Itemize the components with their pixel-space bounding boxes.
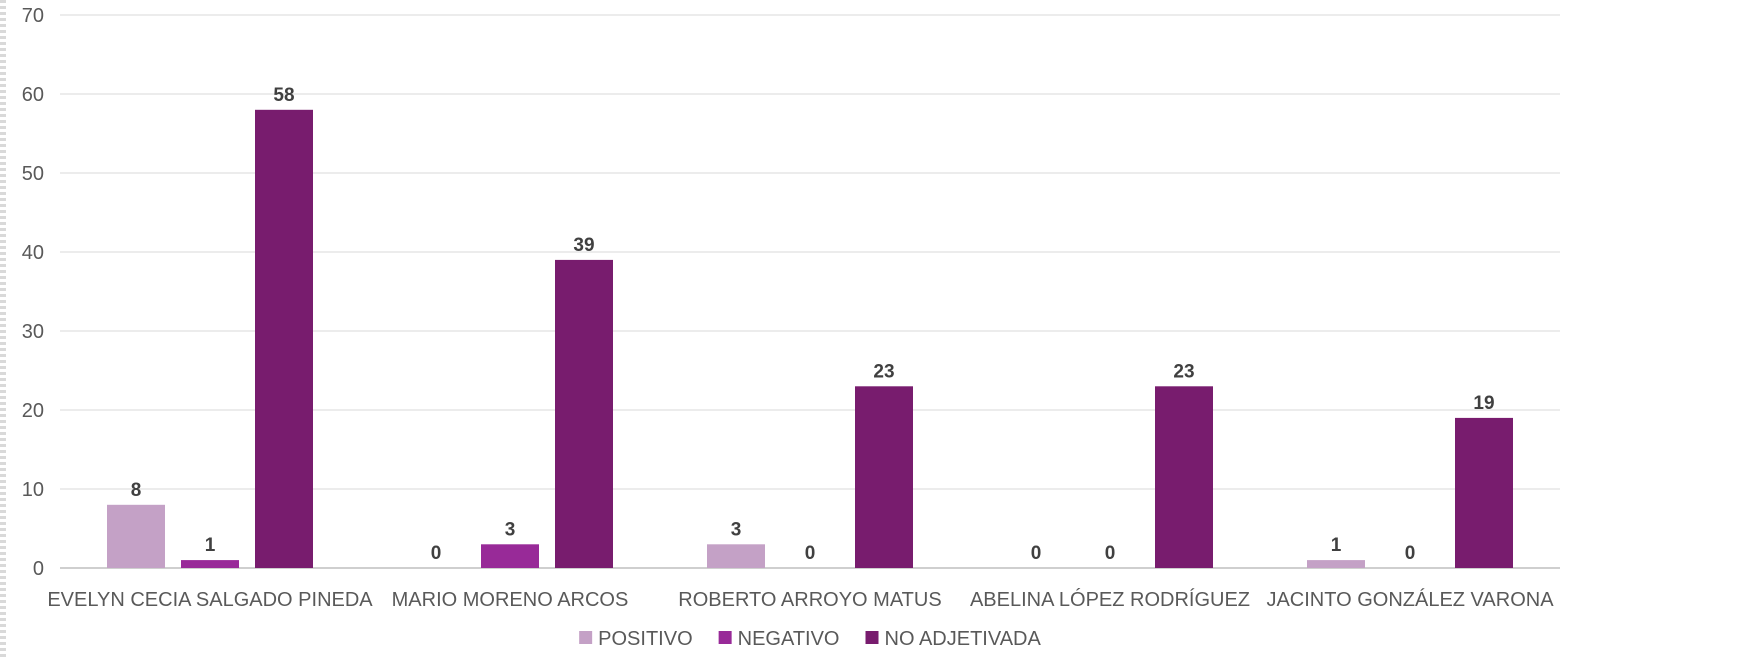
data-label: 3 xyxy=(505,519,516,540)
y-tick-label: 70 xyxy=(22,5,44,27)
y-tick-label: 10 xyxy=(22,479,44,501)
bar xyxy=(555,259,613,568)
y-tick-label: 20 xyxy=(22,400,44,422)
legend-swatch xyxy=(865,631,879,644)
y-tick-label: 30 xyxy=(22,321,44,343)
legend-swatch xyxy=(718,631,732,644)
data-label: 0 xyxy=(431,543,442,564)
data-label: 0 xyxy=(1031,543,1042,564)
data-label: 0 xyxy=(805,543,816,564)
legend-label: POSITIVO xyxy=(598,628,692,650)
data-labels: 8 1 58 0 3 39 3 0 23 0 0 23 1 0 19 xyxy=(131,85,1495,564)
bar xyxy=(1307,560,1365,568)
data-label: 23 xyxy=(1173,361,1194,382)
legend-swatch xyxy=(579,631,593,644)
data-label: 23 xyxy=(873,361,894,382)
legend: POSITIVO NEGATIVO NO ADJETIVADA xyxy=(579,628,1041,650)
y-tick-label: 40 xyxy=(22,242,44,264)
y-axis-tick-labels: 0 10 20 30 40 50 60 70 xyxy=(22,5,44,580)
category-label: ROBERTO ARROYO MATUS xyxy=(678,589,941,611)
data-label: 1 xyxy=(205,535,216,556)
data-label: 39 xyxy=(573,235,594,256)
y-tick-label: 60 xyxy=(22,84,44,106)
category-label: JACINTO GONZÁLEZ VARONA xyxy=(1266,588,1554,611)
legend-item: NO ADJETIVADA xyxy=(865,628,1042,650)
data-label: 8 xyxy=(131,480,142,501)
legend-item: NEGATIVO xyxy=(718,628,840,650)
category-label: MARIO MORENO ARCOS xyxy=(392,589,629,611)
y-tick-label: 0 xyxy=(33,558,44,580)
bar xyxy=(107,504,165,568)
legend-label: NO ADJETIVADA xyxy=(885,628,1042,650)
bar xyxy=(255,109,313,569)
left-edge-strip xyxy=(0,0,6,657)
bar xyxy=(481,544,539,568)
data-label: 0 xyxy=(1405,543,1416,564)
category-label: ABELINA LÓPEZ RODRÍGUEZ xyxy=(970,588,1250,611)
bar xyxy=(707,544,765,568)
data-label: 0 xyxy=(1105,543,1116,564)
data-label: 3 xyxy=(731,519,742,540)
bar xyxy=(855,386,913,568)
legend-label: NEGATIVO xyxy=(738,628,840,650)
bars xyxy=(107,109,1513,569)
y-tick-label: 50 xyxy=(22,163,44,185)
bar xyxy=(1155,386,1213,568)
legend-item: POSITIVO xyxy=(579,628,693,650)
bar xyxy=(181,560,239,568)
data-label: 58 xyxy=(273,85,294,106)
category-labels: EVELYN CECIA SALGADO PINEDA MARIO MORENO … xyxy=(47,588,1554,611)
data-label: 19 xyxy=(1473,393,1494,414)
data-label: 1 xyxy=(1331,535,1342,556)
category-label: EVELYN CECIA SALGADO PINEDA xyxy=(47,589,373,611)
bar xyxy=(1455,417,1513,568)
